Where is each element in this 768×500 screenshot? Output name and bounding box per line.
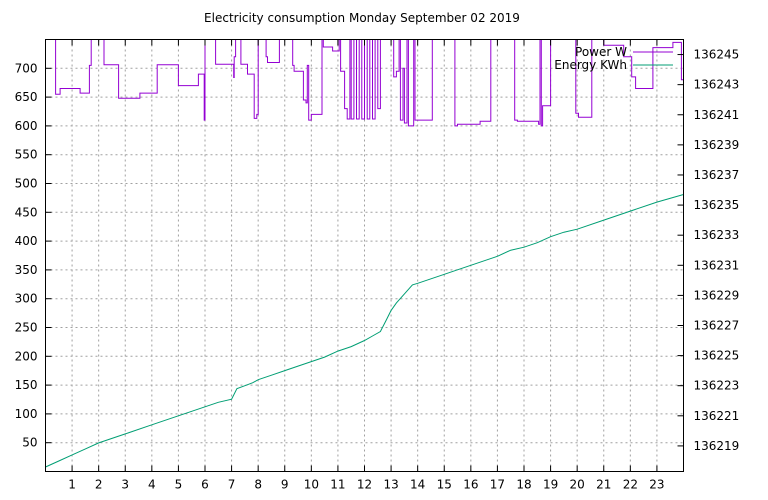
x-tick-label: 10 <box>304 478 319 492</box>
y-tick-label: 350 <box>15 263 38 277</box>
x-tick-label: 16 <box>463 478 478 492</box>
x-tick-label: 18 <box>516 478 531 492</box>
legend-label-power: Power W <box>575 45 627 59</box>
y2-tick-label: 136221 <box>694 409 740 423</box>
x-tick-label: 6 <box>201 478 209 492</box>
y-tick-label: 400 <box>15 234 38 248</box>
x-tick-label: 11 <box>330 478 345 492</box>
y-tick-label: 150 <box>15 378 38 392</box>
x-tick-label: 22 <box>623 478 638 492</box>
x-tick-label: 7 <box>228 478 236 492</box>
x-tick-label: 3 <box>121 478 129 492</box>
y-tick-label: 650 <box>15 90 38 104</box>
y2-tick-label: 136235 <box>694 198 740 212</box>
y2-tick-label: 136227 <box>694 318 740 332</box>
y-tick-label: 500 <box>15 177 38 191</box>
x-tick-label: 17 <box>490 478 505 492</box>
x-tick-label: 23 <box>649 478 664 492</box>
y-tick-label: 450 <box>15 205 38 219</box>
y-tick-label: 700 <box>15 61 38 75</box>
y2-tick-label: 136237 <box>694 168 740 182</box>
x-tick-label: 9 <box>281 478 289 492</box>
x-tick-label: 20 <box>570 478 585 492</box>
y2-tick-label: 136233 <box>694 228 740 242</box>
x-tick-label: 1 <box>68 478 76 492</box>
x-tick-label: 2 <box>95 478 103 492</box>
y2-tick-label: 136219 <box>694 439 740 453</box>
energy-series-line <box>45 194 684 468</box>
y2-tick-label: 136229 <box>694 288 740 302</box>
y2-tick-label: 136243 <box>694 78 740 92</box>
x-tick-label: 14 <box>410 478 425 492</box>
x-tick-label: 12 <box>357 478 372 492</box>
y2-tick-label: 136223 <box>694 379 740 393</box>
tick-layer: 1 2 3 4 5 6 7 8 9 10 11 12 13 14 15 16 17 18 19 20 21 22 23501… <box>15 39 740 492</box>
y-tick-label: 200 <box>15 349 38 363</box>
legend-label-energy: Energy KWh <box>554 58 627 72</box>
y-tick-label: 300 <box>15 292 38 306</box>
legend: Power W Energy KWh <box>554 45 673 72</box>
y2-tick-label: 136231 <box>694 258 740 272</box>
y2-tick-label: 136241 <box>694 108 740 122</box>
x-tick-label: 13 <box>383 478 398 492</box>
y-tick-label: 50 <box>22 436 37 450</box>
x-tick-label: 4 <box>148 478 156 492</box>
x-tick-label: 8 <box>254 478 262 492</box>
x-tick-label: 21 <box>596 478 611 492</box>
x-tick-label: 5 <box>175 478 183 492</box>
y2-tick-label: 136225 <box>694 349 740 363</box>
y-tick-label: 600 <box>15 119 38 133</box>
y-tick-label: 550 <box>15 148 38 162</box>
x-tick-label: 15 <box>437 478 452 492</box>
y-tick-label: 100 <box>15 407 38 421</box>
y2-tick-label: 136245 <box>694 48 740 62</box>
series-layer <box>45 39 684 468</box>
chart-title: Electricity consumption Monday September… <box>204 11 520 25</box>
y-tick-label: 250 <box>15 321 38 335</box>
x-tick-label: 19 <box>543 478 558 492</box>
y2-tick-label: 136239 <box>694 138 740 152</box>
